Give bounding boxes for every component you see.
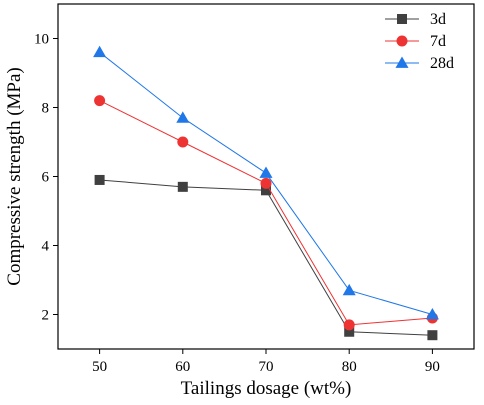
y-axis-title: Compressive strength (MPa) xyxy=(4,67,25,285)
x-tick-label: 70 xyxy=(259,359,274,375)
y-tick-label: 2 xyxy=(42,308,50,324)
legend-label: 28d xyxy=(430,55,454,72)
legend-item: 28d xyxy=(385,55,454,72)
legend-label: 3d xyxy=(430,11,446,28)
data-point xyxy=(343,319,355,331)
legend-label: 7d xyxy=(430,33,446,50)
legend-marker xyxy=(395,56,409,68)
data-point xyxy=(260,177,272,189)
data-point xyxy=(427,330,438,341)
data-point xyxy=(93,45,107,58)
data-point xyxy=(425,308,439,320)
x-tick-label: 80 xyxy=(342,359,357,375)
legend: 3d 7d 28d xyxy=(385,11,454,72)
legend-item: 7d xyxy=(385,33,446,50)
series-7d xyxy=(94,95,438,331)
data-point xyxy=(344,326,355,337)
data-point xyxy=(176,111,190,123)
y-tick-label: 8 xyxy=(42,101,50,117)
data-point xyxy=(342,283,356,296)
series-3d xyxy=(94,174,438,341)
data-point xyxy=(94,95,106,107)
y-tick-label: 4 xyxy=(42,239,50,255)
x-tick-label: 50 xyxy=(92,359,107,375)
series-line xyxy=(99,100,433,326)
x-axis-title: Tailings dosage (wt%) xyxy=(181,378,352,399)
data-point xyxy=(177,136,189,148)
legend-marker xyxy=(396,35,408,47)
axes: 50 60 70 80 90 2 4 6 8 10 xyxy=(34,3,475,375)
series-line xyxy=(99,179,433,336)
legend-item: 3d xyxy=(385,11,446,28)
series-28d xyxy=(93,45,439,320)
legend-marker xyxy=(397,14,407,24)
data-point xyxy=(259,166,273,178)
y-tick-label: 10 xyxy=(34,32,49,48)
x-tick-label: 90 xyxy=(425,359,440,375)
x-tick-label: 60 xyxy=(175,359,190,375)
y-tick-label: 6 xyxy=(42,170,50,186)
data-point xyxy=(94,174,105,185)
data-point xyxy=(261,185,271,196)
data-point xyxy=(177,181,188,192)
series-layer xyxy=(93,45,439,341)
